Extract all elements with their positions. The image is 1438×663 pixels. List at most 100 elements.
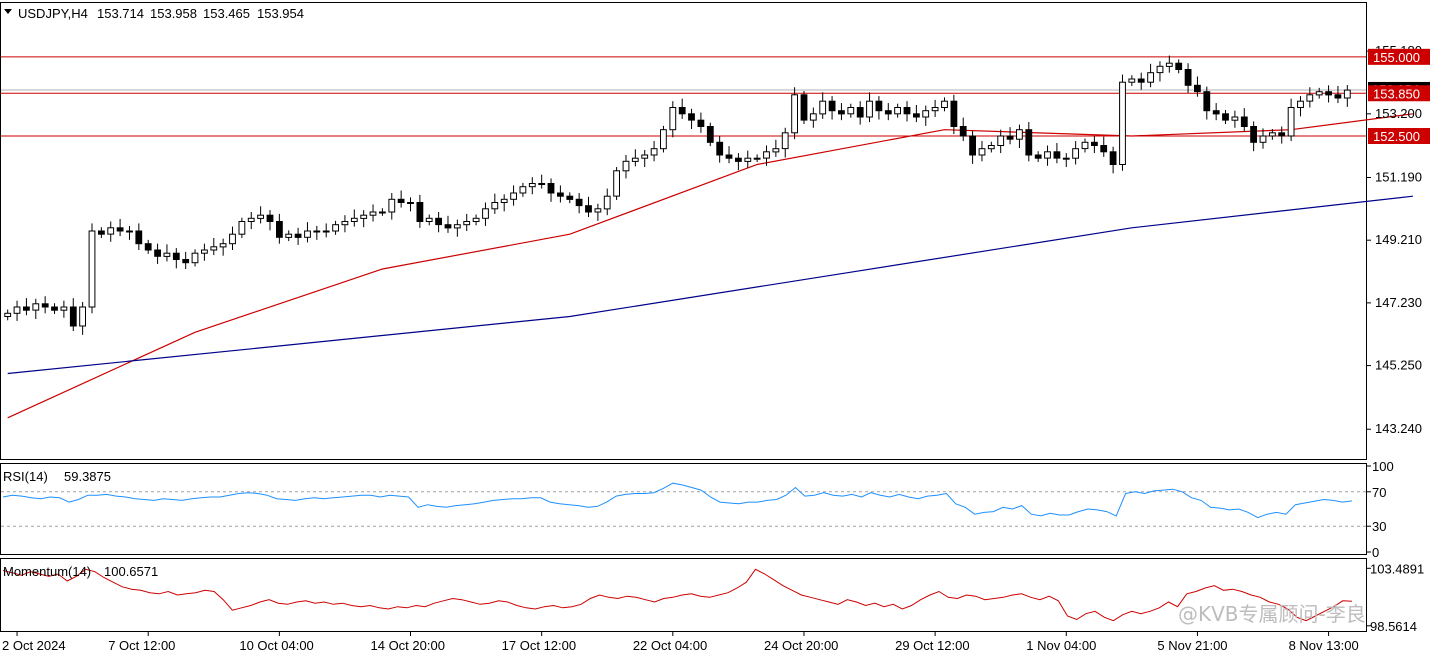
candle-body-bear — [435, 217, 443, 226]
candle-body-bull — [126, 230, 133, 233]
chart-frames — [0, 2, 1367, 632]
candle-body-bear — [444, 224, 452, 229]
candle-body-bear — [144, 243, 152, 251]
price-pane[interactable] — [1, 55, 1413, 419]
candle — [1072, 141, 1079, 165]
candle-body-bear — [697, 119, 705, 127]
candle — [1325, 85, 1332, 103]
candle — [360, 210, 368, 228]
time-tick-label: 5 Nov 21:00 — [1157, 638, 1227, 653]
candle-body-bull — [922, 110, 930, 118]
candle — [856, 101, 864, 125]
momentum-title: Momentum(14) — [3, 564, 91, 579]
candle — [1091, 136, 1098, 154]
candle — [566, 192, 574, 204]
candle-body-bull — [472, 217, 480, 223]
rsi-header: RSI(14) 59.3875 — [3, 469, 111, 484]
price-tick-label: 149.210 — [1375, 232, 1422, 247]
candle-body-bull — [322, 230, 330, 233]
candle — [1025, 122, 1033, 162]
candle-body-bull — [1306, 94, 1314, 102]
dropdown-triangle-icon[interactable] — [4, 9, 12, 14]
level-label-box-2 — [1368, 128, 1430, 144]
candle-body-bull — [1287, 107, 1295, 137]
candle — [641, 149, 649, 168]
candle-body-bull — [201, 249, 208, 254]
time-tick-label: 29 Oct 12:00 — [895, 638, 969, 653]
candle — [182, 251, 190, 269]
rsi-pane[interactable] — [1, 482, 1366, 527]
rsi-tick-label: 30 — [1372, 519, 1386, 534]
candle — [416, 194, 424, 228]
level-label-box-1 — [1368, 85, 1430, 102]
candle-body-bull — [350, 217, 358, 223]
candle-body-bull — [781, 132, 789, 150]
time-tick-label: 14 Oct 20:00 — [371, 638, 445, 653]
candle-body-bull — [369, 211, 377, 216]
candle-body-bear — [1278, 132, 1286, 137]
candle — [444, 215, 452, 233]
candle — [491, 193, 499, 214]
candle — [332, 220, 340, 235]
candle-body-bear — [678, 107, 686, 115]
price-tick-label: 145.250 — [1375, 358, 1422, 373]
candle — [1053, 142, 1061, 164]
time-tick-label: 7 Oct 12:00 — [108, 638, 175, 653]
candle — [744, 150, 752, 168]
candle — [706, 122, 714, 147]
candle — [669, 101, 677, 138]
momentum-pane[interactable] — [2, 568, 1353, 622]
candle-body-bull — [772, 148, 780, 153]
candle — [631, 149, 639, 167]
candle — [819, 92, 827, 119]
candle-body-bull — [753, 157, 761, 160]
candle — [407, 197, 414, 212]
time-tick-label: 22 Oct 04:00 — [633, 638, 707, 653]
candle — [51, 303, 58, 314]
candle-body-bull — [453, 224, 461, 229]
rsi-tick-label: 0 — [1372, 545, 1379, 560]
candle — [997, 129, 1005, 154]
candle — [453, 219, 461, 237]
candle — [304, 222, 311, 243]
candle-body-bull — [463, 221, 471, 226]
candle-body-bear — [416, 202, 424, 222]
candle — [32, 298, 40, 320]
candle-body-bull — [1343, 89, 1351, 99]
candle — [1222, 110, 1229, 124]
candle-body-bull — [1269, 132, 1276, 137]
candle-body-bull — [641, 154, 649, 159]
candle — [341, 215, 349, 233]
time-tick-label: 24 Oct 20:00 — [764, 638, 838, 653]
candle-body-bull — [987, 145, 995, 150]
candle-body-bull — [407, 202, 414, 204]
candle — [191, 249, 199, 267]
candle — [510, 185, 518, 206]
candle-body-bull — [1231, 116, 1239, 121]
candle-body-bull — [528, 183, 536, 188]
candle-body-bull — [997, 135, 1005, 146]
candle-body-bull — [285, 233, 293, 238]
candle — [144, 239, 152, 254]
candle — [60, 300, 68, 318]
candle-body-bull — [809, 113, 817, 121]
candle-body-bear — [1240, 116, 1248, 127]
price-tick-label: 151.190 — [1375, 169, 1422, 184]
candle-body-bull — [219, 243, 227, 248]
candle — [894, 103, 902, 118]
candle — [1212, 103, 1220, 121]
candle-body-bear — [800, 94, 808, 121]
candle — [1297, 96, 1304, 117]
candle-body-bull — [866, 100, 873, 118]
candle-body-bull — [819, 100, 827, 115]
candle-body-bear — [828, 100, 836, 112]
candle-body-bear — [1212, 110, 1220, 115]
momentum-tick-label: 103.4891 — [1370, 561, 1424, 576]
ohlc-open: 153.714 — [97, 6, 144, 21]
candle-body-bear — [116, 227, 124, 232]
candle — [1119, 74, 1126, 171]
candle — [800, 91, 808, 124]
candle-body-bear — [1091, 141, 1098, 147]
